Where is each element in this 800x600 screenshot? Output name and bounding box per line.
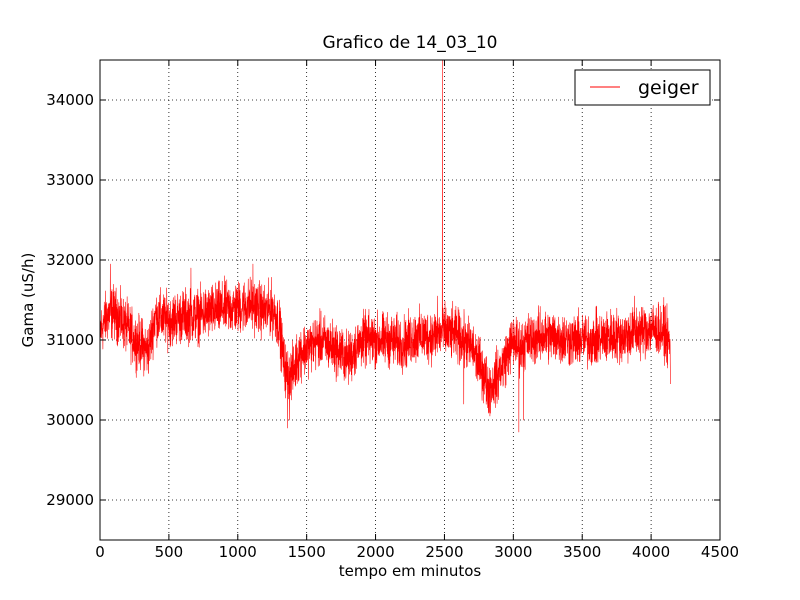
y-tick-label: 32000 — [46, 251, 94, 269]
y-tick-label: 29000 — [46, 491, 94, 509]
x-tick-label: 2000 — [356, 543, 394, 561]
y-axis-label: Gama (uS/h) — [19, 253, 37, 348]
y-tick-label: 33000 — [46, 171, 94, 189]
y-tick-label: 30000 — [46, 411, 94, 429]
legend-label-geiger: geiger — [638, 77, 699, 99]
legend: geiger — [574, 69, 711, 106]
chart-title: Grafico de 14_03_10 — [323, 33, 498, 53]
plot-frame — [99, 59, 721, 541]
y-tick-label: 31000 — [46, 331, 94, 349]
x-tick-label: 0 — [95, 543, 105, 561]
y-tick-label: 34000 — [46, 91, 94, 109]
x-tick-label: 2500 — [425, 543, 463, 561]
x-tick-label: 3500 — [563, 543, 601, 561]
x-tick-label: 4000 — [632, 543, 670, 561]
plot-area — [100, 60, 720, 540]
x-axis-label: tempo em minutos — [339, 562, 482, 580]
series-layer — [100, 60, 671, 433]
x-tick-label: 1000 — [219, 543, 257, 561]
x-tick-label: 4500 — [701, 543, 739, 561]
x-tick-label: 500 — [155, 543, 184, 561]
x-tick-label: 3000 — [494, 543, 532, 561]
x-tick-label: 1500 — [288, 543, 326, 561]
x-tick-labels: 0 500 1000 1500 2000 2500 3000 3500 4000 4500 — [95, 543, 739, 561]
series-line-geiger — [100, 60, 671, 433]
ticks — [99, 60, 721, 540]
y-tick-labels: 29000 30000 31000 32000 33000 34000 — [46, 91, 94, 509]
